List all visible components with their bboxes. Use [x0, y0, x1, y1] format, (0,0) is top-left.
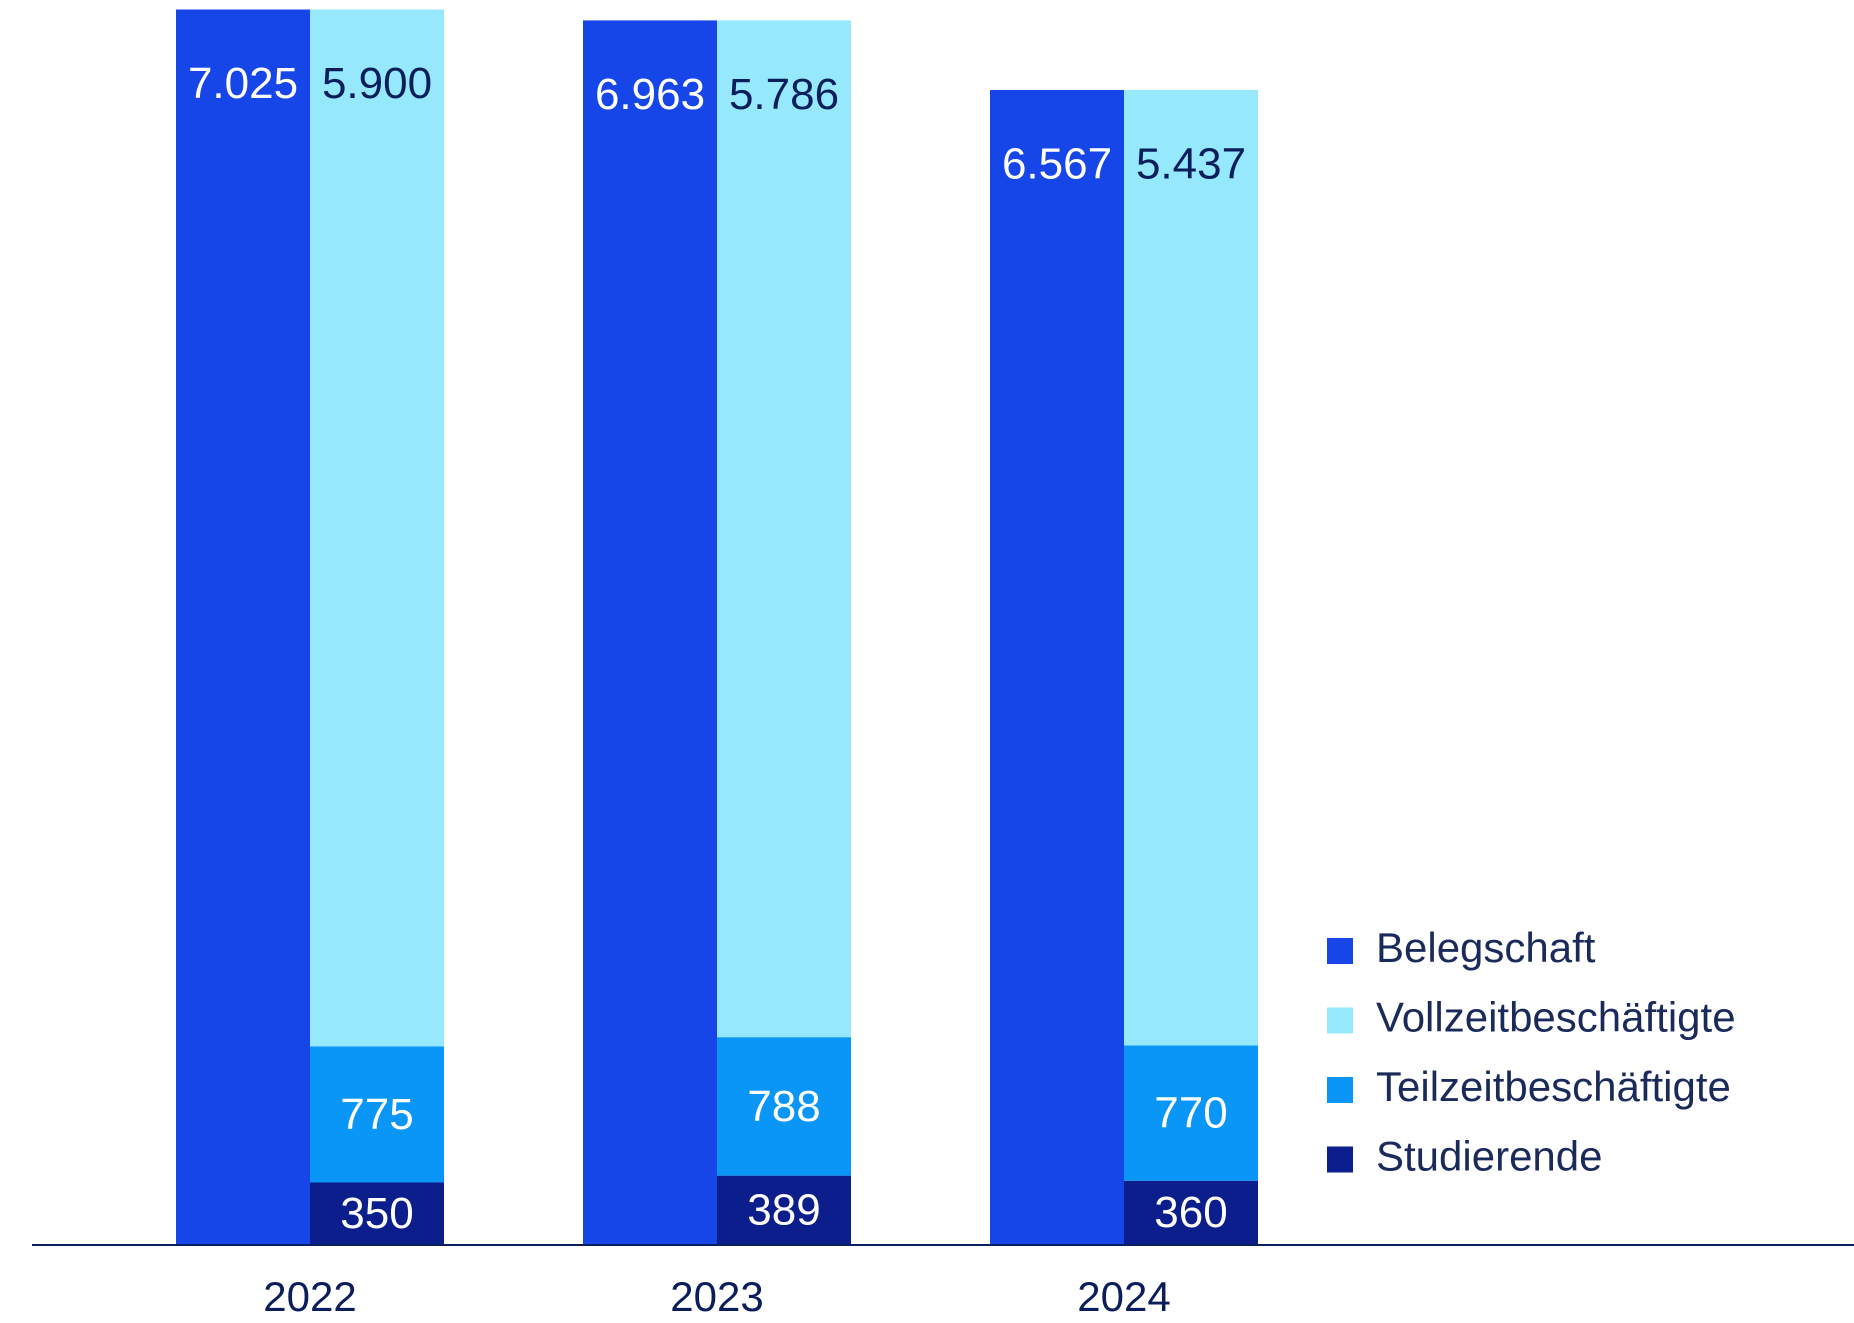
x-tick-label: 2023 — [670, 1273, 763, 1320]
bar — [176, 9, 310, 1244]
value-label: 5.786 — [729, 70, 839, 119]
value-label: 6.963 — [595, 70, 705, 119]
legend-swatch — [1327, 1146, 1353, 1173]
legend-swatch — [1327, 938, 1353, 964]
value-label: 389 — [747, 1185, 820, 1234]
bar — [990, 89, 1124, 1244]
bar — [717, 1175, 851, 1244]
legend-label: Belegschaft — [1376, 924, 1596, 971]
value-label: 5.900 — [322, 59, 432, 108]
bar — [310, 1182, 444, 1244]
bar — [1124, 89, 1258, 1046]
legend-label: Vollzeitbeschäftigte — [1376, 994, 1736, 1041]
value-label: 775 — [340, 1090, 413, 1139]
x-tick-label: 2024 — [1077, 1273, 1170, 1320]
bar — [583, 20, 717, 1244]
value-label: 360 — [1154, 1188, 1227, 1237]
legend-label: Studierende — [1376, 1133, 1603, 1180]
bar — [310, 9, 444, 1047]
value-label: 788 — [747, 1082, 820, 1131]
legend-swatch — [1327, 1007, 1353, 1034]
value-label: 6.567 — [1002, 140, 1112, 189]
bar — [717, 1037, 851, 1176]
legend-swatch — [1327, 1077, 1353, 1103]
bar — [310, 1046, 444, 1183]
value-label: 7.025 — [188, 59, 298, 108]
x-tick-label: 2022 — [263, 1273, 356, 1320]
legend-label: Teilzeitbeschäftigte — [1376, 1063, 1731, 1110]
value-label: 770 — [1154, 1089, 1227, 1138]
value-label: 350 — [340, 1189, 413, 1238]
bar — [1124, 1045, 1258, 1181]
bar — [1124, 1180, 1258, 1244]
bar — [717, 20, 851, 1038]
value-label: 5.437 — [1136, 140, 1246, 189]
